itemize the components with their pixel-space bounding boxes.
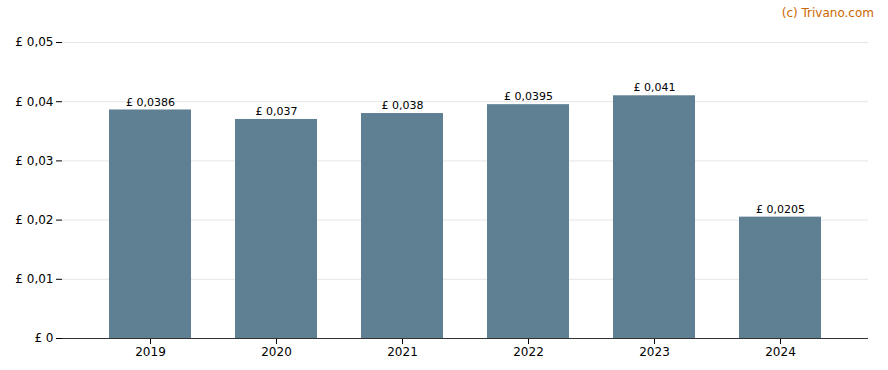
svg-text:£ 0,038: £ 0,038 <box>382 99 424 112</box>
svg-text:£ 0,02: £ 0,02 <box>15 213 53 227</box>
svg-text:£ 0,0395: £ 0,0395 <box>504 90 553 103</box>
html-text:(c) Trivano.com: (c) Trivano.com <box>781 6 874 20</box>
svg-text:2020: 2020 <box>261 345 292 359</box>
svg-text:2019: 2019 <box>135 345 166 359</box>
svg-text:£ 0: £ 0 <box>34 331 53 345</box>
svg-text:£ 0,0205: £ 0,0205 <box>756 203 805 216</box>
svg-text:£ 0,03: £ 0,03 <box>15 154 53 168</box>
svg-text:£ 0,041: £ 0,041 <box>634 81 676 94</box>
svg-text:2021: 2021 <box>387 345 418 359</box>
svg-text:£ 0,05: £ 0,05 <box>15 35 53 49</box>
svg-text:£ 0,037: £ 0,037 <box>256 105 298 118</box>
svg-text:£ 0,04: £ 0,04 <box>15 95 53 109</box>
svg-text:£ 0,01: £ 0,01 <box>15 272 53 286</box>
svg-text:£ 0,0386: £ 0,0386 <box>126 96 175 109</box>
svg-text:2022: 2022 <box>513 345 544 359</box>
svg-text:2024: 2024 <box>765 345 796 359</box>
svg-text:2023: 2023 <box>639 345 670 359</box>
